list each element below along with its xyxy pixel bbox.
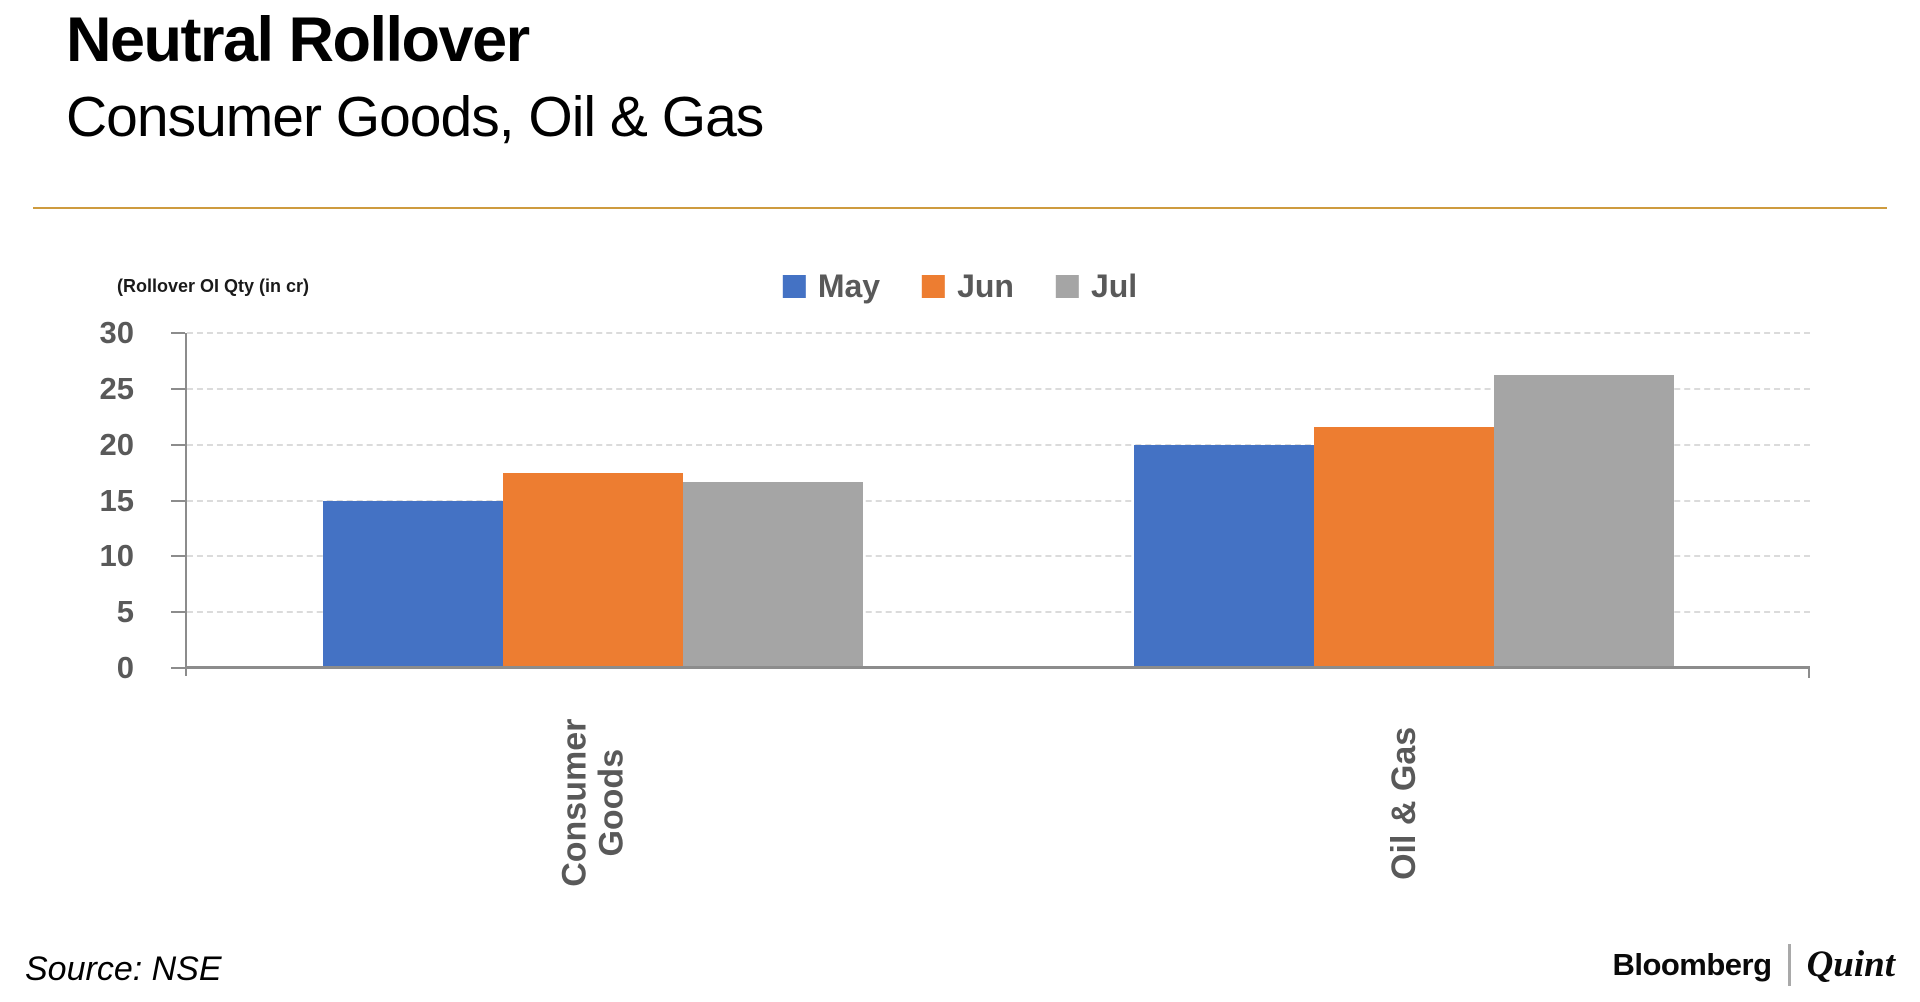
category-slot-consumer-goods: Consumer Goods — [187, 672, 999, 934]
bar-consumer-goods-may — [322, 500, 503, 668]
legend-swatch-jun — [922, 275, 946, 298]
y-tick-15 — [171, 499, 185, 502]
legend-swatch-jul — [1055, 275, 1079, 298]
page-subtitle: Consumer Goods, Oil & Gas — [66, 85, 764, 149]
bar-consumer-goods-jul — [682, 481, 863, 668]
y-tick-label-10: 10 — [99, 538, 134, 574]
y-tick-0 — [171, 667, 185, 669]
legend-swatch-may — [782, 275, 806, 298]
legend-label-may: May — [817, 268, 881, 304]
bar-oil-gas-jul — [1494, 375, 1675, 668]
bar-consumer-goods-jun — [502, 472, 683, 668]
category-labels: Consumer Goods Oil & Gas — [187, 672, 1810, 934]
gridline-5 — [187, 611, 1810, 614]
y-axis-line — [185, 333, 187, 676]
gridline-15 — [187, 499, 1810, 502]
chart-legend: May Jun Jul — [782, 268, 1138, 305]
logo-divider — [1787, 943, 1791, 986]
bar-group-oil-gas — [999, 333, 1811, 668]
y-axis-title: (Rollover OI Qty (in cr) — [117, 276, 310, 296]
y-tick-10 — [171, 555, 185, 558]
y-tick-20 — [171, 443, 185, 446]
y-tick-label-20: 20 — [99, 426, 134, 462]
category-slot-oil-gas: Oil & Gas — [999, 672, 1811, 934]
legend-label-jun: Jun — [957, 268, 1014, 304]
legend-label-jul: Jul — [1090, 268, 1138, 304]
gridline-20 — [187, 443, 1810, 446]
bar-groups — [187, 333, 1810, 668]
x-axis-line — [185, 666, 1810, 669]
y-tick-5 — [171, 611, 185, 614]
bar-group-consumer-goods — [187, 333, 999, 668]
legend-item-jun: Jun — [922, 268, 1014, 305]
y-tick-label-0: 0 — [116, 650, 134, 685]
quint-wordmark: Quint — [1806, 944, 1895, 985]
gridline-30 — [187, 332, 1810, 334]
page-title: Neutral Rollover — [66, 5, 530, 75]
y-tick-label-30: 30 — [99, 315, 134, 350]
bloomberg-quint-logo: Bloomberg Quint — [1612, 943, 1895, 986]
y-tick-label-15: 15 — [99, 482, 134, 518]
bar-oil-gas-may — [1134, 444, 1315, 668]
gridline-10 — [187, 555, 1810, 558]
gridline-25 — [187, 387, 1810, 390]
bar-oil-gas-jun — [1314, 426, 1495, 668]
y-tick-label-5: 5 — [116, 594, 134, 630]
category-label-consumer-goods: Consumer Goods — [555, 718, 630, 888]
bloomberg-wordmark: Bloomberg — [1612, 946, 1772, 982]
category-label-oil-gas: Oil & Gas — [1384, 726, 1423, 880]
y-tick-30 — [171, 332, 185, 334]
header-divider — [33, 207, 1887, 209]
x-axis-right-tick — [1808, 668, 1810, 678]
legend-item-may: May — [782, 268, 881, 305]
y-tick-label-25: 25 — [99, 370, 134, 406]
plot-area — [171, 332, 1810, 678]
legend-item-jul: Jul — [1055, 268, 1138, 305]
y-tick-25 — [171, 387, 185, 390]
y-axis-labels: 0 5 10 15 20 25 30 — [60, 315, 170, 685]
source-note: Source: NSE — [25, 950, 222, 988]
